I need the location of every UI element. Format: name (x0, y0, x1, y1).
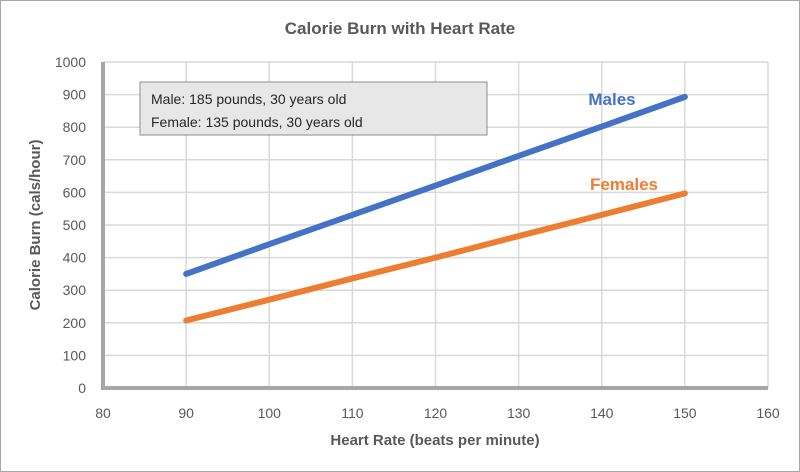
series-line-females (183, 190, 688, 324)
x-tick-label: 80 (95, 405, 111, 421)
annotation-line-female: Female: 135 pounds, 30 years old (151, 114, 363, 130)
annotation-background (139, 81, 488, 136)
y-tick-label: 300 (63, 282, 87, 298)
y-tick-label: 0 (78, 380, 86, 396)
series-label-males: Males (588, 90, 635, 109)
x-tick-label: 140 (590, 405, 614, 421)
chart-title: Calorie Burn with Heart Rate (285, 19, 516, 38)
y-tick-label: 200 (63, 315, 87, 331)
x-tick-label: 90 (178, 405, 194, 421)
y-tick-label: 600 (63, 184, 87, 200)
series (183, 93, 688, 324)
y-tick-label: 400 (63, 250, 87, 266)
y-tick-label: 100 (63, 347, 87, 363)
x-tick-label: 150 (673, 405, 697, 421)
annotation-line-male: Male: 185 pounds, 30 years old (151, 91, 346, 107)
y-tick-label: 500 (63, 217, 87, 233)
tick-labels: 80 90 100 110 120 130 140 150 160 0 100 200 300 400 50… (55, 54, 780, 421)
annotation-box: Male: 185 pounds, 30 years old Female: 1… (139, 81, 488, 136)
x-axis-label: Heart Rate (beats per minute) (330, 432, 539, 449)
y-tick-label: 700 (63, 152, 87, 168)
x-tick-label: 100 (258, 405, 282, 421)
series-label-females: Females (590, 175, 658, 194)
axes (101, 62, 768, 390)
y-tick-label: 800 (63, 119, 87, 135)
y-tick-label: 900 (63, 87, 87, 103)
y-tick-label: 1000 (55, 54, 86, 70)
x-tick-label: 130 (507, 405, 531, 421)
x-tick-label: 120 (424, 405, 448, 421)
x-tick-label: 110 (341, 405, 364, 421)
series-line-males (183, 93, 688, 277)
y-axis-label: Calorie Burn (cals/hour) (27, 140, 44, 311)
x-tick-label: 160 (756, 405, 780, 421)
